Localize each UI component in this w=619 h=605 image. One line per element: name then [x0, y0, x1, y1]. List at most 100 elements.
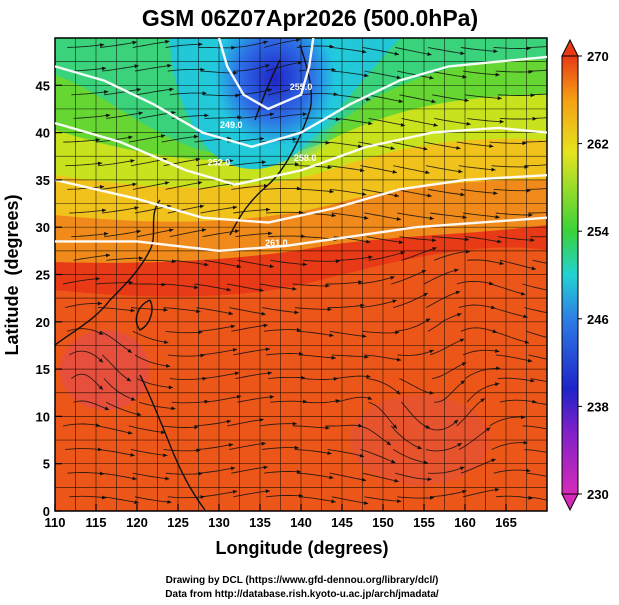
- streamline: [362, 188, 399, 197]
- x-axis: 110 115 120 125 130 135 140 145 150 155 160 165: [45, 504, 517, 530]
- streamline-arrow: [495, 382, 500, 387]
- streamline-arrow: [136, 87, 141, 92]
- streamline: [296, 45, 334, 48]
- streamline-arrow: [261, 311, 266, 316]
- streamline: [296, 188, 334, 193]
- streamline-arrow: [425, 170, 430, 175]
- streamline: [399, 94, 436, 103]
- streamline: [456, 398, 486, 427]
- streamline: [368, 401, 398, 430]
- streamline-arrow: [331, 355, 336, 360]
- streamline: [462, 349, 500, 356]
- streamline: [327, 304, 365, 309]
- streamline: [458, 165, 496, 171]
- streamline: [69, 495, 107, 499]
- streamline-arrow: [134, 64, 139, 69]
- streamline-arrow: [523, 440, 528, 445]
- streamline: [202, 372, 240, 380]
- streamline: [335, 256, 373, 261]
- streamline-arrow: [497, 96, 502, 101]
- streamline-arrow: [130, 308, 135, 313]
- streamline-arrow: [400, 251, 405, 255]
- streamline-arrow: [263, 183, 268, 188]
- streamline-arrow: [164, 181, 170, 185]
- streamline: [138, 401, 176, 410]
- streamline: [67, 472, 105, 475]
- streamline-arrow: [359, 168, 365, 173]
- x-tick-label: 150: [372, 515, 394, 530]
- streamline-arrow: [98, 385, 103, 390]
- streamline-arrow: [265, 489, 270, 494]
- streamline: [298, 354, 336, 359]
- streamline: [430, 212, 467, 219]
- streamline-arrow: [169, 228, 174, 233]
- colorbar-tick-label: 246: [587, 312, 609, 327]
- streamline: [194, 283, 231, 291]
- y-tick-label: 45: [36, 78, 50, 93]
- streamline: [163, 307, 201, 313]
- streamline-arrow: [429, 390, 434, 395]
- streamline: [331, 354, 369, 358]
- x-axis-label: Longitude (degrees): [215, 538, 388, 558]
- streamline: [171, 259, 209, 266]
- streamline: [198, 467, 236, 474]
- streamline: [423, 269, 459, 285]
- streamline: [428, 466, 465, 474]
- streamline: [329, 188, 367, 196]
- streamline: [106, 401, 142, 416]
- streamline-arrow: [166, 363, 171, 368]
- streamline: [265, 61, 303, 72]
- credit-line-2: Data from http://database.rish.kyoto-u.a…: [165, 589, 439, 600]
- streamline: [198, 325, 236, 332]
- streamline: [528, 69, 547, 72]
- streamline: [327, 165, 365, 172]
- streamline-arrow: [457, 443, 462, 447]
- streamline: [395, 318, 431, 332]
- grid: [55, 38, 547, 511]
- streamline: [196, 443, 234, 450]
- streamline-arrow: [557, 452, 561, 456]
- streamline: [130, 449, 168, 457]
- streamline: [161, 283, 199, 289]
- y-tick-label: 0: [43, 504, 50, 519]
- streamline: [327, 449, 365, 458]
- streamline: [233, 490, 270, 498]
- streamline: [432, 362, 467, 380]
- streamline-arrow: [105, 113, 111, 118]
- streamline: [362, 330, 400, 334]
- streamline: [270, 259, 307, 266]
- streamline-arrow: [294, 162, 299, 167]
- streamline: [262, 307, 299, 314]
- streamline: [128, 425, 166, 434]
- streamline-arrow: [433, 123, 438, 127]
- streamline: [434, 380, 466, 403]
- streamline: [426, 442, 462, 452]
- streamline-arrow: [364, 354, 369, 359]
- streamline-arrow: [331, 499, 336, 504]
- x-tick-label: 115: [86, 515, 107, 530]
- streamline-arrow: [232, 490, 238, 494]
- streamline-arrow: [396, 75, 401, 80]
- streamline: [528, 496, 547, 501]
- streamline: [493, 47, 531, 49]
- streamline: [167, 68, 205, 72]
- streamline: [528, 354, 547, 360]
- streamline: [489, 141, 527, 144]
- streamline: [165, 472, 203, 475]
- streamline: [167, 496, 205, 499]
- streamline: [528, 212, 547, 214]
- streamline: [395, 47, 432, 56]
- contour-label: 252.0: [208, 158, 231, 168]
- streamline-arrow: [232, 205, 238, 210]
- chart-title: GSM 06Z07Apr2026 (500.0hPa): [142, 5, 478, 31]
- streamline: [264, 187, 302, 190]
- streamline: [467, 259, 504, 265]
- streamline-arrow: [427, 193, 432, 198]
- streamline-arrow: [394, 51, 399, 56]
- streamline: [329, 330, 367, 337]
- streamline: [103, 378, 136, 401]
- streamline-arrow: [98, 331, 104, 335]
- streamline-arrow: [362, 49, 367, 54]
- streamline: [132, 40, 170, 48]
- streamline: [489, 416, 526, 427]
